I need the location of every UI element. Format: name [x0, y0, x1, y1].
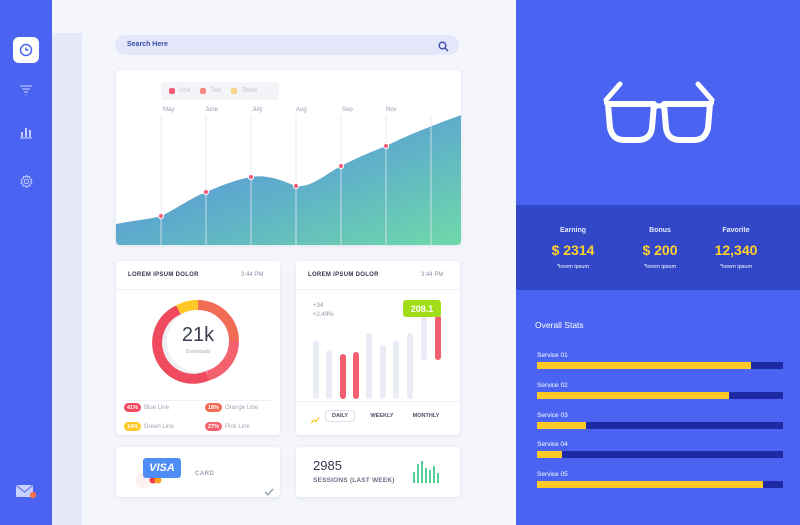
overall-stats-title: Overall Stats	[535, 320, 584, 330]
downloads-value: 21k	[181, 324, 215, 346]
legend-row-blue: 41% Blue Line	[124, 403, 169, 412]
divider	[296, 289, 460, 290]
sessions-sparkbars	[413, 461, 439, 483]
sessions-value: 2985	[313, 458, 342, 473]
bar	[407, 333, 413, 399]
visa-logo: VISA	[143, 458, 181, 478]
bar-chart-card: LOREM IPSUM DOLOR 3:44 PM +34 +2.49% 208…	[296, 261, 460, 435]
card-time: 3:44 PM	[241, 272, 264, 278]
stat-earning: Earning $ 2314 *lorem ipsum	[551, 227, 595, 270]
filter-icon[interactable]	[13, 77, 39, 103]
chart-point	[292, 182, 300, 190]
month-label: Aug	[296, 107, 307, 113]
progress-track	[537, 362, 783, 369]
chart-legend: One Two Three	[161, 82, 279, 100]
progress-track	[537, 422, 783, 429]
month-label: July	[252, 107, 263, 113]
search-input[interactable]: Search Here	[127, 41, 168, 48]
bar-chart-icon[interactable]	[13, 119, 39, 145]
month-label: May	[163, 107, 175, 113]
chart-point	[382, 142, 390, 150]
stat-favorite: Favorite 12,340 *lorem ipsum	[714, 227, 758, 270]
sessions-label: SESSIONS (LAST WEEK)	[313, 477, 395, 484]
payment-card[interactable]: VISA CARD	[116, 447, 280, 497]
sessions-card: 2985 SESSIONS (LAST WEEK)	[296, 447, 460, 497]
progress-fill	[537, 481, 764, 488]
legend-item-two[interactable]: Two	[200, 88, 221, 94]
progress-track	[537, 481, 783, 488]
bar	[421, 313, 427, 360]
value-badge: 208.1	[403, 300, 441, 317]
bar-chart	[313, 313, 441, 399]
area-chart-card: One Two Three May June July Aug Sep Nov	[116, 70, 461, 245]
bar-highlight	[353, 352, 359, 399]
progress-track	[537, 451, 783, 458]
stat-bonus: Bonus $ 200 *lorem ipsum	[642, 227, 678, 270]
legend-item-three[interactable]: Three	[231, 88, 257, 94]
left-sidebar	[0, 0, 52, 525]
divider	[116, 289, 280, 290]
mail-icon[interactable]	[12, 478, 40, 504]
glasses-icon	[600, 80, 718, 151]
bar	[380, 345, 386, 399]
bar-stat-percent: +2.49%	[313, 312, 334, 318]
tab-monthly[interactable]: MONTHLY	[412, 413, 440, 419]
month-label: Nov	[386, 107, 397, 113]
service-row: Service 01	[537, 352, 783, 372]
progress-track	[537, 392, 783, 399]
service-row: Service 05	[537, 471, 783, 491]
bar-highlight	[435, 315, 441, 360]
card-title: LOREM IPSUM DOLOR	[308, 272, 379, 278]
month-label: Sep	[342, 107, 353, 113]
canvas-strip	[52, 33, 82, 525]
right-panel: Earning $ 2314 *lorem ipsum Bonus $ 200 …	[516, 0, 800, 525]
app-logo-icon[interactable]	[13, 37, 39, 63]
legend-row-green: 14% Green Line	[124, 422, 174, 431]
service-row: Service 02	[537, 382, 783, 402]
legend-item-one[interactable]: One	[169, 88, 190, 94]
donut-legend: 41% Blue Line 18% Orange Line 14% Green …	[124, 400, 272, 432]
chart-point	[247, 173, 255, 181]
legend-row-orange: 18% Orange Line	[205, 403, 258, 412]
bar	[326, 350, 332, 399]
trend-up-icon	[310, 411, 320, 429]
bar-highlight	[340, 354, 346, 399]
tab-daily[interactable]: DAILY	[325, 410, 355, 422]
bar	[313, 340, 319, 399]
stats-band: Earning $ 2314 *lorem ipsum Bonus $ 200 …	[516, 205, 800, 290]
progress-fill	[537, 451, 562, 458]
check-icon[interactable]	[264, 483, 274, 501]
settings-gear-icon[interactable]	[13, 168, 39, 194]
card-time: 3:44 PM	[421, 272, 444, 278]
downloads-card: LOREM IPSUM DOLOR 3:44 PM 21k Downloads …	[116, 261, 280, 435]
bar	[393, 340, 399, 399]
card-label: CARD	[195, 471, 215, 477]
legend-row-pink: 27% Pink Line	[205, 422, 250, 431]
tab-weekly[interactable]: WEEKLY	[370, 413, 394, 419]
chart-point	[337, 162, 345, 170]
downloads-label: Downloads	[185, 349, 211, 355]
donut-chart	[152, 300, 240, 384]
chart-point	[202, 188, 210, 196]
progress-fill	[537, 422, 587, 429]
chart-point	[157, 212, 165, 220]
bar	[366, 333, 372, 399]
progress-fill	[537, 362, 752, 369]
service-row: Service 04	[537, 441, 783, 461]
card-title: LOREM IPSUM DOLOR	[128, 272, 199, 278]
search-icon[interactable]	[438, 39, 449, 57]
progress-fill	[537, 392, 729, 399]
month-label: June	[205, 107, 219, 113]
divider	[296, 401, 460, 402]
bar-stat-change: +34	[313, 303, 324, 309]
service-row: Service 03	[537, 412, 783, 432]
search-bar[interactable]: Search Here	[115, 35, 459, 55]
